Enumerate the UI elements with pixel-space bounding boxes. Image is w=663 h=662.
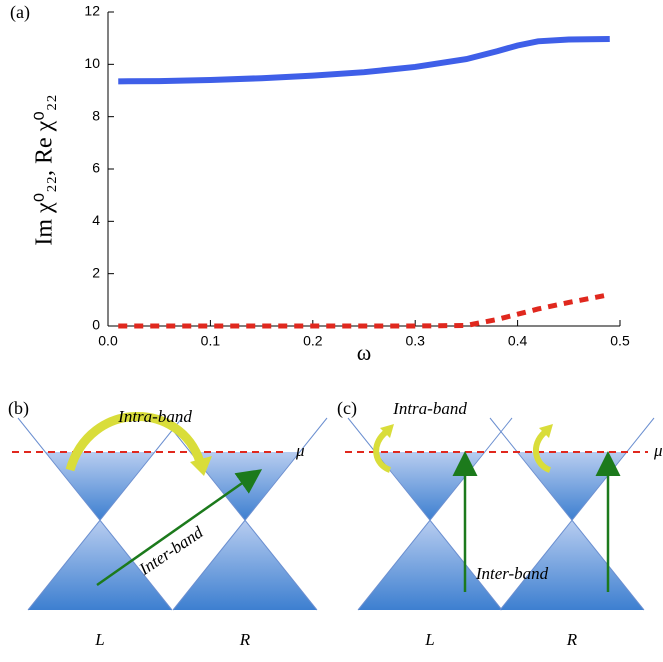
right-label: R (566, 630, 578, 649)
panel-label: (b) (8, 398, 29, 419)
y-tick-label: 6 (92, 160, 100, 176)
y-tick-label: 4 (92, 212, 100, 228)
mu-label: μ (295, 441, 305, 460)
inter-label: Inter-band (475, 564, 549, 583)
diagram-b: (b) Intra-band Inter-band μ L R (8, 398, 328, 649)
x-tick-label: 0.5 (610, 333, 630, 349)
y-tick-label: 0 (92, 317, 100, 333)
intra-label: Intra-band (117, 407, 192, 426)
y-tick-label: 2 (92, 264, 100, 280)
x-axis-label: ω (357, 340, 371, 365)
x-tick-label: 0.4 (508, 333, 528, 349)
y-tick-label: 12 (84, 3, 100, 19)
panel-label: (c) (337, 398, 357, 419)
x-tick-label: 0.2 (303, 333, 323, 349)
series-line (118, 35, 610, 85)
right-label: R (239, 630, 251, 649)
left-label: L (94, 630, 104, 649)
panel-label: (a) (10, 2, 30, 23)
y-tick-label: 8 (92, 107, 100, 123)
intra-label: Intra-band (392, 399, 467, 418)
y-tick-label: 10 (84, 55, 100, 71)
series-line (118, 292, 611, 329)
x-tick-label: 0.3 (405, 333, 425, 349)
y-axis-label: Im χ⁰₂₂, Re χ⁰₂₂ (32, 94, 58, 245)
diagram-c: (c) Intra-band Inter-band μ L R (337, 398, 663, 649)
mu-label: μ (653, 441, 663, 460)
x-tick-label: 0.0 (98, 333, 118, 349)
x-tick-label: 0.1 (201, 333, 221, 349)
left-label: L (424, 630, 434, 649)
